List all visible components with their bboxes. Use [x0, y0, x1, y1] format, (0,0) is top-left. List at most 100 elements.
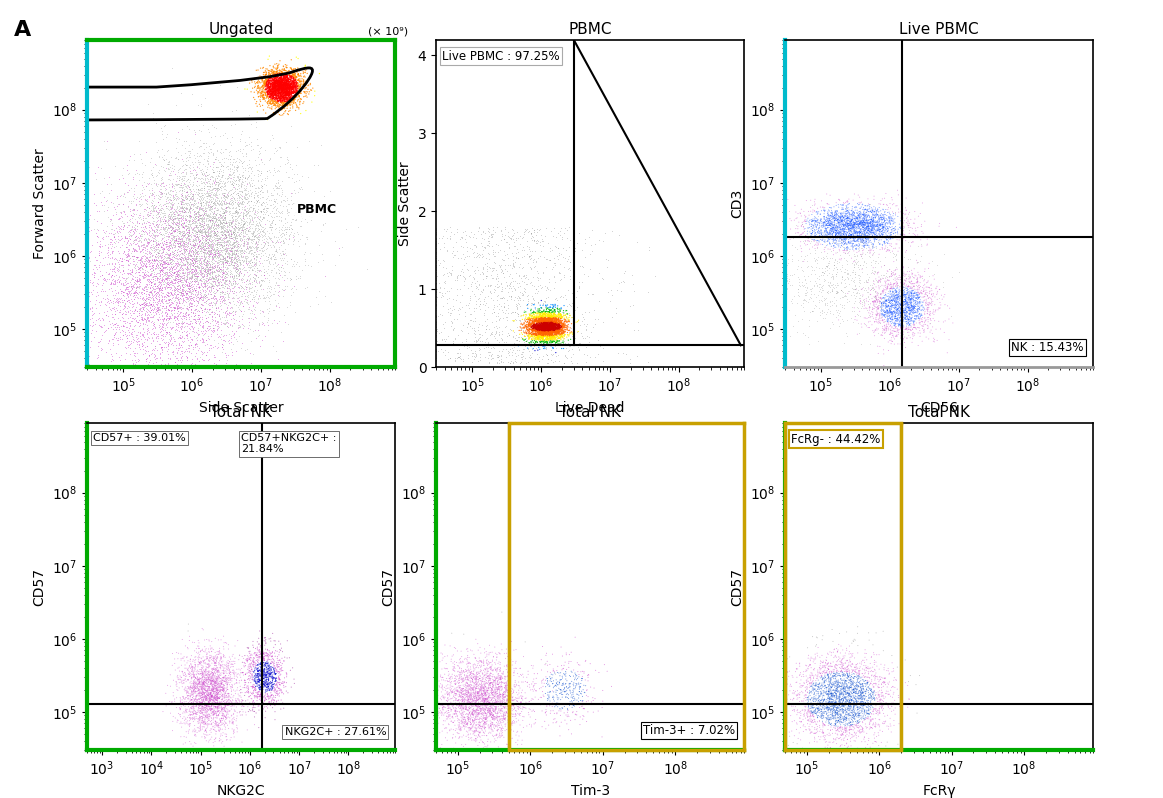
- Point: [273, 103, 292, 116]
- Point: [835, 244, 854, 257]
- Point: [208, 229, 227, 242]
- Point: [263, 95, 281, 108]
- Point: [551, 685, 570, 697]
- Point: [263, 76, 281, 89]
- Point: [441, 308, 459, 321]
- Point: [806, 648, 825, 661]
- Point: [840, 689, 858, 702]
- Point: [169, 196, 187, 209]
- Point: [263, 77, 281, 90]
- Point: [280, 92, 299, 105]
- Point: [207, 322, 226, 335]
- Point: [224, 280, 243, 293]
- Point: [202, 642, 221, 654]
- Point: [200, 669, 219, 681]
- Point: [152, 243, 171, 255]
- Point: [842, 204, 861, 217]
- Point: [155, 268, 173, 281]
- Point: [884, 224, 902, 237]
- Point: [485, 710, 504, 723]
- Point: [797, 215, 815, 227]
- Point: [264, 83, 283, 96]
- Point: [491, 688, 509, 701]
- Point: [157, 182, 176, 195]
- Point: [199, 675, 217, 688]
- Point: [151, 206, 170, 219]
- Point: [572, 697, 591, 710]
- Point: [801, 235, 820, 247]
- Point: [173, 666, 192, 678]
- Point: [272, 84, 291, 97]
- Point: [896, 285, 914, 298]
- Point: [537, 303, 556, 316]
- Point: [542, 327, 561, 340]
- Point: [537, 677, 556, 689]
- Point: [544, 329, 563, 342]
- Point: [538, 320, 557, 333]
- Point: [540, 326, 558, 339]
- Point: [222, 325, 241, 338]
- Point: [488, 685, 507, 697]
- Point: [876, 236, 894, 249]
- Point: [846, 219, 864, 232]
- Point: [152, 259, 171, 271]
- Point: [890, 313, 908, 326]
- Point: [879, 685, 898, 697]
- Point: [478, 714, 497, 727]
- Point: [476, 680, 494, 693]
- Point: [809, 270, 828, 282]
- Point: [173, 211, 192, 223]
- Point: [261, 232, 279, 245]
- Point: [208, 693, 227, 706]
- Point: [162, 288, 180, 301]
- Point: [202, 299, 221, 312]
- Point: [844, 218, 863, 231]
- Point: [240, 210, 258, 223]
- Point: [469, 686, 487, 699]
- Point: [427, 354, 445, 367]
- Point: [813, 674, 832, 686]
- Point: [462, 705, 480, 717]
- Point: [869, 231, 887, 243]
- Point: [278, 74, 297, 87]
- Point: [204, 706, 222, 719]
- Point: [169, 239, 187, 252]
- Point: [274, 90, 293, 103]
- Point: [274, 654, 293, 667]
- Point: [197, 665, 215, 678]
- Point: [102, 352, 121, 365]
- Point: [601, 283, 620, 296]
- Point: [261, 97, 279, 110]
- Point: [555, 700, 573, 713]
- Point: [265, 79, 284, 92]
- Point: [207, 263, 226, 276]
- Point: [157, 317, 176, 330]
- Point: [172, 224, 191, 237]
- Point: [520, 318, 538, 330]
- Point: [273, 76, 292, 89]
- Point: [271, 644, 290, 657]
- Point: [252, 154, 271, 167]
- Point: [230, 262, 249, 275]
- Point: [455, 719, 473, 732]
- Point: [827, 281, 846, 294]
- Point: [262, 683, 280, 696]
- Point: [562, 326, 580, 339]
- Point: [171, 356, 190, 369]
- Point: [475, 685, 493, 697]
- Point: [209, 686, 228, 699]
- Point: [849, 665, 868, 678]
- Point: [520, 330, 538, 343]
- Point: [184, 190, 202, 203]
- Point: [198, 268, 216, 281]
- Point: [287, 205, 306, 218]
- Point: [174, 172, 193, 184]
- Point: [197, 669, 215, 681]
- Point: [104, 268, 122, 281]
- Point: [142, 265, 160, 278]
- Point: [181, 709, 200, 722]
- Point: [849, 701, 868, 713]
- Point: [202, 240, 221, 253]
- Point: [823, 225, 842, 238]
- Point: [263, 83, 281, 96]
